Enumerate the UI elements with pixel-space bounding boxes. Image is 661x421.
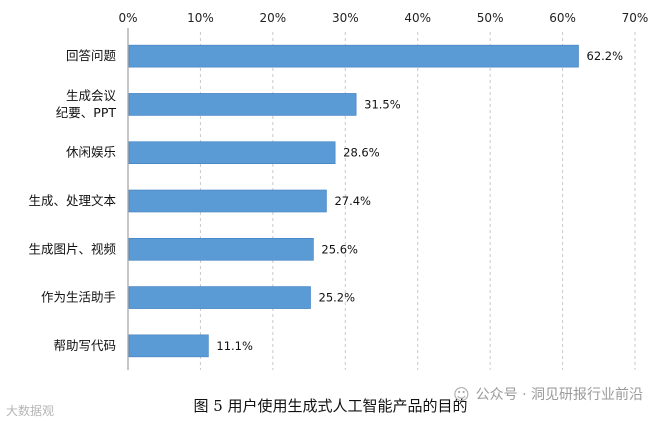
category-label: 休闲娱乐 (66, 145, 116, 160)
bar-value-label: 25.6% (321, 242, 358, 256)
bar (128, 44, 579, 68)
x-tick-label: 60% (549, 11, 576, 25)
bar (128, 93, 357, 116)
x-tick-label: 0% (118, 11, 137, 25)
category-label: 帮助写代码 (53, 338, 116, 353)
watermark-left: 大数据观 (6, 404, 55, 418)
category-label: 生成会议纪要、PPT (56, 88, 117, 120)
bar-value-label: 11.1% (216, 339, 253, 353)
bar-value-label: 27.4% (334, 194, 371, 208)
category-label: 生成、处理文本 (28, 193, 116, 208)
x-tick-label: 20% (260, 11, 287, 25)
bar-value-label: 28.6% (343, 146, 380, 160)
x-tick-label: 10% (187, 11, 214, 25)
category-label: 生成图片、视频 (28, 241, 116, 256)
bar (128, 334, 209, 358)
category-label: 回答问题 (66, 48, 117, 63)
bar (128, 237, 314, 261)
bar-chart: 0% 10% 20% 30% 40% 50% 60% 70% 62.2% 回答问题 31.5% 生成会… (28, 11, 649, 370)
watermark-text: 公众号 · 洞见研报行业前沿 (475, 387, 643, 403)
watermark-wechat: ☺ 公众号 · 洞见研报行业前沿 (453, 384, 643, 404)
bar-value-label: 25.2% (319, 291, 356, 305)
x-tick-label: 50% (477, 11, 504, 25)
category-label: 作为生活助手 (41, 290, 116, 305)
bar-value-label: 31.5% (364, 97, 401, 111)
x-tick-label: 40% (404, 11, 431, 25)
figure-caption: 图 5 用户使用生成式人工智能产品的目的 (193, 397, 468, 415)
bar (128, 141, 336, 165)
bar (128, 286, 311, 309)
wechat-icon: ☺ (452, 384, 470, 404)
x-tick-label: 30% (332, 11, 359, 25)
bar-value-label: 62.2% (587, 49, 624, 63)
x-tick-label: 70% (622, 11, 649, 25)
bar (128, 189, 327, 213)
